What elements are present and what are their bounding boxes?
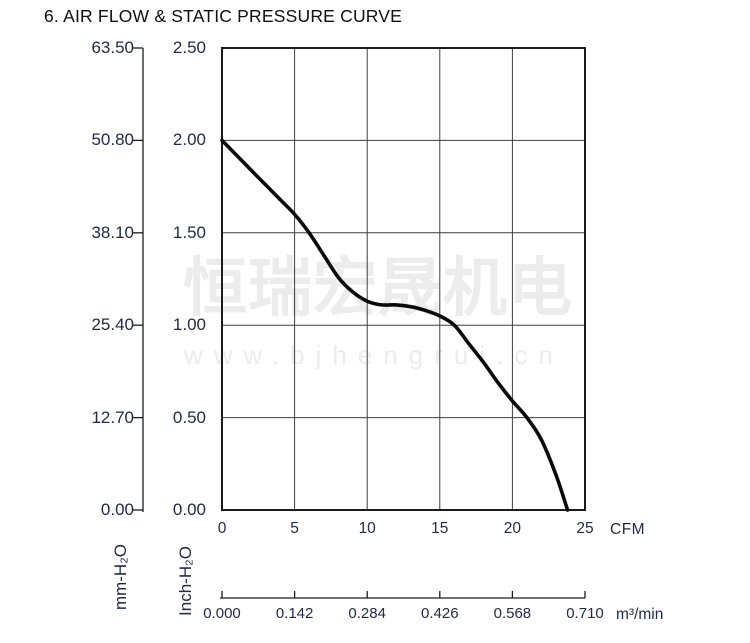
x-axis-unit-cfm-label: CFM	[610, 521, 646, 538]
plot-border	[221, 47, 586, 511]
y-tick-mm-h2o: 50.80	[91, 130, 134, 150]
y-axis-unit-inch-h2o-label: Inch-H₂O	[176, 546, 195, 616]
y-tick-inch-h2o: 2.00	[172, 130, 206, 150]
x-tick-m3min: 0.426	[421, 605, 459, 622]
y-tick-mm-h2o: 25.40	[91, 315, 134, 335]
y-tick-mm-h2o: 63.50	[91, 38, 134, 57]
y-tick-mm-h2o: 0.00	[100, 500, 134, 519]
y-tick-mm-h2o: 38.10	[91, 222, 134, 242]
y-tick-inch-h2o: 0.00	[172, 500, 206, 519]
watermark-brand-text: 恒瑞宏晟机电	[183, 252, 573, 324]
x-axis-unit-m3min-label: m³/min	[616, 606, 664, 623]
x-tick-cfm: 20	[503, 520, 522, 537]
x-tick-m3min: 0.142	[275, 605, 314, 622]
y-axis-unit-mm-h2o-label: mm-H₂O	[111, 543, 130, 611]
x-tick-cfm: 10	[358, 520, 376, 537]
x-tick-m3min: 0.568	[493, 605, 532, 622]
x-tick-m3min: 0.710	[566, 605, 604, 622]
y-tick-inch-h2o: 2.50	[172, 38, 206, 57]
y-tick-inch-h2o: 0.50	[172, 407, 206, 427]
x-tick-m3min: 0.000	[203, 605, 241, 622]
x-tick-cfm: 0	[217, 520, 227, 537]
watermark-url-text: www.bjhengrui.cn	[184, 340, 564, 370]
static-pressure-curve	[220, 138, 570, 512]
x-tick-cfm: 15	[431, 520, 449, 537]
x-tick-m3min: 0.284	[348, 605, 386, 622]
y-tick-mm-h2o: 12.70	[91, 407, 134, 427]
x-tick-cfm: 25	[576, 520, 594, 537]
x-tick-cfm: 5	[290, 520, 299, 537]
y-tick-inch-h2o: 1.00	[172, 315, 206, 335]
y-tick-inch-h2o: 1.50	[172, 222, 206, 242]
page-title: 6. AIR FLOW & STATIC PRESSURE CURVE	[44, 6, 403, 26]
